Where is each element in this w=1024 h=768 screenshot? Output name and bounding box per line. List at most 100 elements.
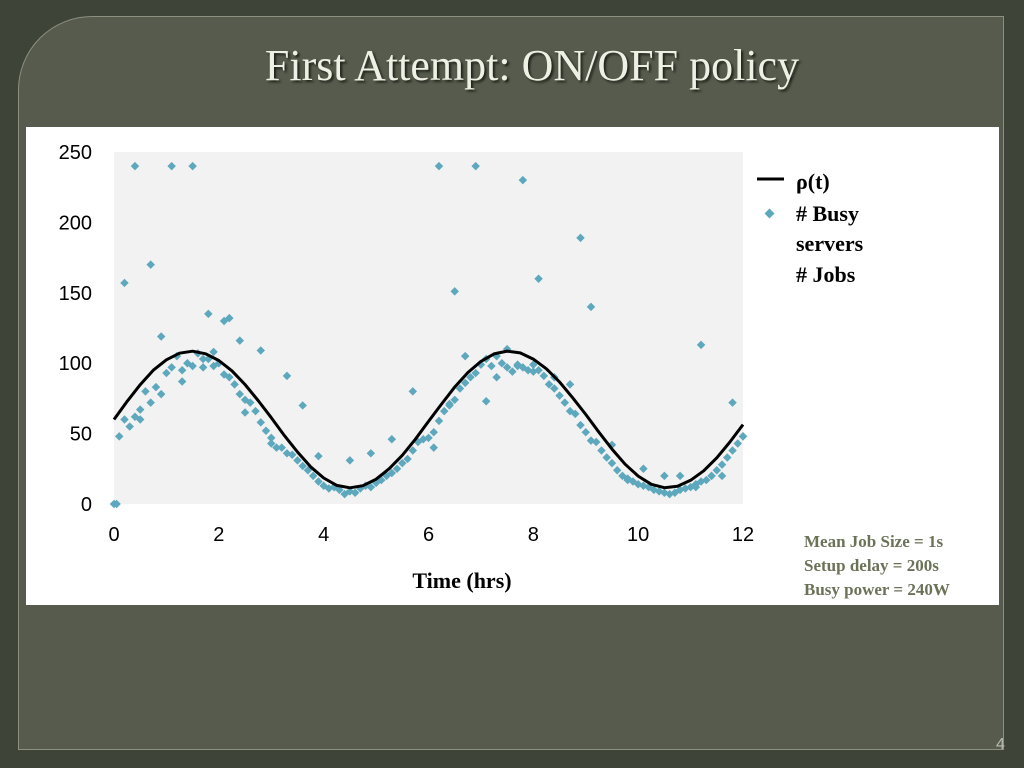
point-busy-servers: [702, 475, 711, 485]
point-jobs: [198, 354, 208, 364]
point-busy-servers: [177, 365, 187, 375]
point-jobs: [366, 449, 376, 458]
point-jobs: [445, 401, 454, 410]
data-marks: [109, 161, 748, 509]
point-jobs: [130, 161, 140, 171]
point-jobs: [282, 371, 292, 381]
legend-label-rho: ρ(t): [796, 169, 830, 194]
point-jobs: [586, 302, 596, 312]
plot-area: [114, 152, 743, 504]
legend: ρ(t) # Busy servers # Jobs: [757, 169, 864, 287]
point-busy-servers: [455, 384, 465, 393]
point-busy-servers: [146, 398, 155, 407]
point-busy-servers: [188, 361, 197, 371]
point-jobs: [177, 377, 187, 386]
point-busy-servers: [198, 363, 208, 372]
y-tick-label: 50: [70, 424, 92, 446]
point-busy-servers: [424, 433, 433, 443]
point-busy-servers: [429, 427, 438, 437]
point-busy-servers: [125, 422, 134, 431]
point-busy-servers: [151, 382, 161, 392]
point-jobs: [112, 499, 121, 509]
y-tick-label: 0: [81, 494, 92, 516]
point-busy-servers: [287, 450, 297, 459]
point-jobs: [675, 471, 685, 481]
chart-container: 0 50 100 150 200 250 0 2 4 6 8 10 12 Time (hrs) ρ(t…: [26, 127, 999, 605]
point-busy-servers: [602, 453, 611, 462]
point-jobs: [434, 161, 444, 171]
point-jobs: [707, 471, 716, 481]
x-tick-label: 6: [423, 524, 434, 546]
point-busy-servers: [167, 363, 176, 372]
point-jobs: [691, 482, 701, 492]
point-jobs: [623, 474, 632, 483]
point-jobs: [481, 396, 491, 406]
note-mean-job-size: Mean Job Size = 1s: [804, 532, 944, 551]
point-busy-servers: [251, 406, 260, 416]
point-busy-servers: [246, 398, 255, 407]
point-busy-servers: [308, 471, 318, 481]
point-busy-servers: [612, 465, 622, 475]
point-busy-servers: [555, 391, 564, 400]
series-line-rho: [112, 349, 745, 490]
point-busy-servers: [607, 458, 617, 468]
point-busy-servers: [576, 420, 585, 430]
point-busy-servers: [267, 433, 276, 443]
point-jobs: [471, 161, 480, 171]
point-busy-servers: [366, 482, 376, 492]
legend-label-busy-servers: # Busy servers: [796, 201, 864, 256]
x-tick-label: 8: [528, 524, 539, 546]
point-jobs: [387, 434, 397, 444]
point-jobs: [225, 313, 234, 323]
point-jobs: [738, 432, 748, 441]
legend-label-jobs: # Jobs: [796, 262, 856, 287]
point-jobs: [298, 401, 307, 410]
point-busy-servers: [120, 415, 129, 424]
point-busy-servers: [392, 464, 402, 474]
y-axis: 0 50 100 150 200 250: [59, 142, 92, 516]
point-busy-servers: [733, 439, 743, 448]
x-axis-title: Time (hrs): [412, 568, 511, 593]
point-busy-servers: [141, 387, 150, 396]
point-jobs: [209, 347, 218, 357]
point-busy-servers: [114, 432, 124, 441]
point-busy-servers: [272, 443, 281, 452]
point-jobs: [639, 464, 648, 474]
point-busy-servers: [487, 361, 496, 371]
point-busy-servers: [439, 406, 449, 416]
point-jobs: [529, 367, 538, 376]
point-jobs: [429, 443, 438, 452]
legend-label-busy-servers-line1: # Busy: [796, 201, 859, 226]
point-busy-servers: [581, 427, 590, 437]
x-tick-label: 2: [213, 524, 224, 546]
point-jobs: [460, 351, 470, 361]
slide-notes: Mean Job Size = 1s Setup delay = 200s Bu…: [804, 530, 1019, 602]
point-jobs: [204, 309, 213, 319]
point-busy-servers: [728, 446, 737, 455]
point-busy-servers: [162, 368, 171, 378]
point-busy-servers: [135, 405, 145, 414]
point-busy-servers: [571, 409, 580, 419]
point-busy-servers: [502, 363, 512, 372]
point-busy-servers: [403, 454, 412, 464]
point-busy-servers: [256, 418, 266, 427]
slide-number: 4: [996, 736, 1005, 753]
point-jobs: [408, 387, 418, 396]
point-busy-servers: [277, 443, 286, 452]
point-busy-servers: [497, 358, 507, 368]
point-jobs: [660, 471, 669, 481]
point-busy-servers: [398, 458, 407, 468]
point-busy-servers: [550, 384, 559, 393]
point-busy-servers: [508, 367, 517, 376]
point-busy-servers: [450, 395, 459, 405]
point-busy-servers: [293, 456, 302, 465]
legend-label-busy-servers-line2: servers: [796, 231, 864, 256]
point-busy-servers: [723, 453, 732, 462]
point-jobs: [314, 451, 323, 461]
point-busy-servers: [712, 465, 722, 475]
point-jobs: [235, 336, 245, 345]
y-tick-label: 250: [59, 142, 92, 164]
point-jobs: [565, 380, 575, 389]
x-tick-label: 4: [318, 524, 329, 546]
point-busy-servers: [314, 477, 323, 486]
